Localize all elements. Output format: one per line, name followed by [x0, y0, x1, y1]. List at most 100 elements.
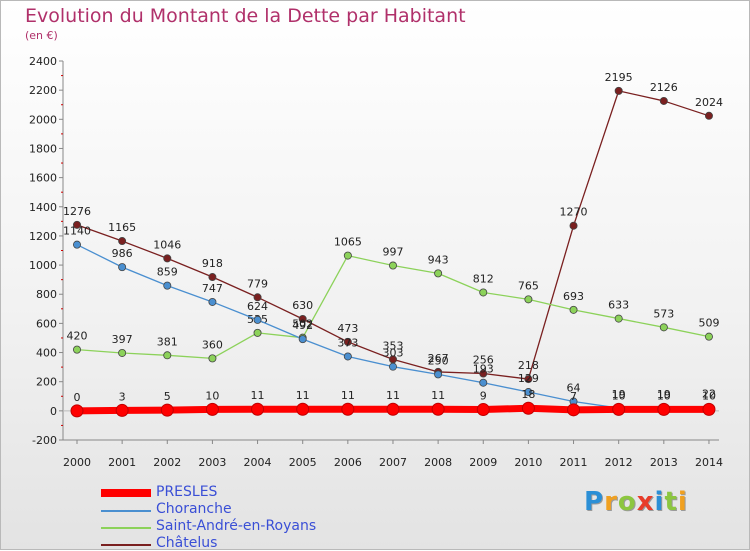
data-label: 193: [473, 363, 494, 376]
data-point: [343, 251, 352, 260]
data-label: 2126: [650, 81, 678, 94]
x-tick-label: 2003: [198, 456, 226, 469]
legend-item: Châtelus: [101, 535, 401, 551]
logo-letter: i: [677, 487, 688, 517]
data-label: 3: [119, 390, 126, 403]
x-tick-label: 2007: [379, 456, 407, 469]
data-point: [479, 288, 488, 297]
data-point: [659, 323, 668, 332]
data-point: [253, 328, 262, 337]
data-point: [388, 261, 397, 270]
x-tick-label: 2010: [514, 456, 542, 469]
x-tick-label: 2009: [469, 456, 497, 469]
data-label: 509: [698, 317, 719, 330]
chart-subtitle: (en €): [25, 29, 58, 42]
data-point: [343, 337, 352, 346]
data-point: [704, 111, 713, 120]
data-point: [431, 402, 445, 416]
data-point: [569, 305, 578, 314]
data-point: [163, 254, 172, 263]
data-label: 267: [428, 352, 449, 365]
y-tick-label: 1200: [29, 230, 57, 243]
data-point: [388, 362, 397, 371]
data-label: 1276: [63, 205, 91, 218]
data-label: 1140: [63, 225, 91, 238]
data-label: 630: [292, 299, 313, 312]
data-point: [702, 402, 716, 416]
data-label: 381: [157, 335, 178, 348]
data-label: 812: [473, 272, 494, 285]
data-point: [614, 314, 623, 323]
data-point: [524, 375, 533, 384]
legend-label: PRESLES: [156, 484, 218, 500]
data-label: 633: [608, 299, 629, 312]
data-label: 473: [337, 322, 358, 335]
proxiti-logo: Proxiti: [584, 487, 688, 517]
y-tick-label: -200: [32, 434, 57, 447]
data-label: 303: [382, 347, 403, 360]
data-point: [524, 388, 533, 397]
data-label: 360: [202, 338, 223, 351]
x-tick-label: 2014: [695, 456, 723, 469]
y-tick-label: 800: [36, 288, 57, 301]
data-label: 11: [341, 389, 355, 402]
data-label: 18: [521, 388, 535, 401]
logo-letter: i: [654, 487, 665, 517]
data-point: [298, 315, 307, 324]
y-tick-label: 200: [36, 376, 57, 389]
data-point: [253, 293, 262, 302]
data-label: 492: [292, 319, 313, 332]
y-tick-label: 2400: [29, 55, 57, 68]
data-label: 11: [431, 389, 445, 402]
data-label: 22: [702, 388, 716, 401]
data-point: [434, 370, 443, 379]
data-point: [386, 402, 400, 416]
y-tick-label: 400: [36, 347, 57, 360]
data-point: [118, 237, 127, 246]
data-label: 19: [612, 388, 626, 401]
x-tick-label: 2011: [560, 456, 588, 469]
data-point: [208, 273, 217, 282]
legend-swatch: [101, 544, 151, 546]
data-label: 64: [567, 382, 581, 395]
y-tick-label: 1800: [29, 142, 57, 155]
data-point: [73, 240, 82, 249]
data-label: 502: [292, 318, 313, 331]
data-point: [479, 369, 488, 378]
data-label: 624: [247, 300, 268, 313]
legend-label: Châtelus: [156, 535, 218, 551]
logo-letter: o: [617, 487, 637, 517]
legend-item: PRESLES: [101, 484, 401, 500]
logo-letter: P: [584, 487, 605, 517]
data-label: 1165: [108, 221, 136, 234]
data-label: 2195: [605, 71, 633, 84]
legend-item: Choranche: [101, 501, 401, 517]
x-tick-label: 2005: [289, 456, 317, 469]
y-tick-label: 1000: [29, 259, 57, 272]
legend-swatch: [101, 489, 151, 497]
data-point: [704, 332, 713, 341]
data-point: [659, 96, 668, 105]
data-label: 1046: [153, 238, 181, 251]
data-point: [479, 378, 488, 387]
data-label: 420: [67, 330, 88, 343]
data-label: 250: [428, 354, 449, 367]
data-label: 5: [164, 390, 171, 403]
x-tick-label: 2006: [334, 456, 362, 469]
data-point: [208, 354, 217, 363]
data-point: [476, 403, 490, 417]
data-point: [569, 221, 578, 230]
data-label: 353: [382, 339, 403, 352]
data-point: [118, 348, 127, 357]
data-label: 943: [428, 253, 449, 266]
data-label: 11: [386, 389, 400, 402]
data-point: [524, 295, 533, 304]
data-point: [521, 401, 535, 415]
data-point: [343, 352, 352, 361]
data-label: 19: [657, 388, 671, 401]
data-label: 573: [653, 307, 674, 320]
data-point: [296, 402, 310, 416]
legend-swatch: [101, 527, 151, 529]
